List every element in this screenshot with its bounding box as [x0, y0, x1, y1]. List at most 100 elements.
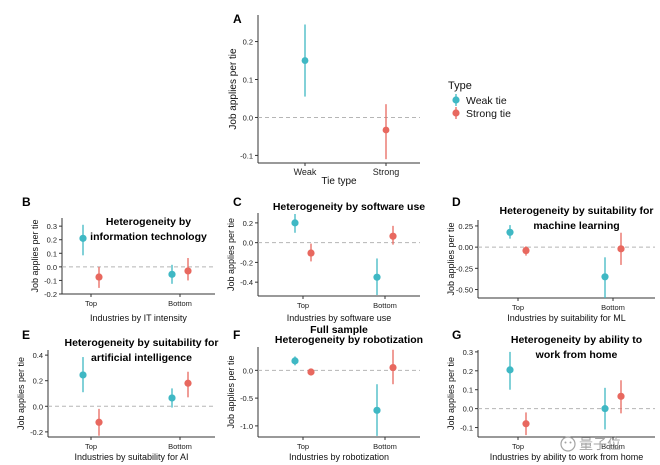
y-tick-label: 0.1	[463, 386, 473, 395]
y-tick-label: -0.25	[456, 264, 473, 273]
y-tick-label: 0.00	[458, 243, 473, 252]
panel-letter: E	[22, 328, 30, 342]
panel-title: work from home	[535, 349, 618, 361]
panel-letter: B	[22, 195, 31, 209]
y-tick-label: 0.25	[458, 222, 473, 231]
watermark-logo-icon	[560, 436, 576, 452]
x-tick-label: Top	[297, 301, 309, 310]
point-strong-tie	[522, 420, 530, 428]
x-axis-label: Industries by software use	[287, 313, 392, 323]
y-tick-label: -0.2	[240, 258, 253, 267]
y-axis-label: Job applies per tie	[16, 357, 26, 430]
panel-title: machine learning	[533, 220, 619, 232]
x-axis-label: Industries by IT intensity	[90, 313, 187, 323]
point-weak-tie	[168, 394, 176, 402]
x-tick-label: Strong	[373, 167, 400, 177]
y-tick-label: 0.2	[33, 377, 43, 386]
legend: Type Weak tie Strong tie	[448, 80, 511, 120]
panel-title: artificial intelligence	[91, 352, 192, 364]
point-strong-tie	[307, 249, 315, 257]
panel-title: Heterogeneity by	[106, 216, 191, 228]
x-tick-label: Top	[85, 299, 97, 308]
y-tick-label: 0.2	[463, 367, 473, 376]
y-tick-label: 0.0	[243, 113, 253, 122]
x-tick-label: Bottom	[168, 299, 192, 308]
panel-c: C Heterogeneity by software use 0.2 0.0 -0.2…	[226, 195, 425, 323]
point-strong-tie	[184, 267, 192, 275]
y-tick-label: -0.5	[240, 394, 253, 403]
panel-letter: F	[233, 328, 240, 342]
point-strong-tie	[382, 126, 390, 134]
x-axis-label: Industries by suitability for AI	[74, 452, 188, 462]
watermark-logo-eye-icon	[564, 441, 567, 444]
x-tick-label: Bottom	[168, 442, 192, 451]
point-strong-tie	[95, 273, 103, 281]
panel-d: D Heterogeneity by suitability for machine…	[446, 195, 655, 323]
point-weak-tie	[79, 371, 87, 379]
panel-b: B Heterogeneity by information technology 0…	[22, 195, 215, 323]
x-tick-label: Bottom	[373, 301, 397, 310]
y-tick-label: 0.2	[243, 38, 253, 47]
y-axis-label: Job applies per tie	[226, 218, 236, 291]
x-tick-label: Top	[85, 442, 97, 451]
y-tick-label: 0.3	[463, 348, 473, 357]
y-tick-label: 0.0	[463, 405, 473, 414]
x-tick-label: Top	[297, 442, 309, 451]
point-strong-tie	[522, 246, 530, 255]
point-strong-tie	[617, 392, 625, 400]
x-tick-label: Bottom	[601, 303, 625, 312]
panel-e: E Heterogeneity by suitability for artific…	[16, 328, 219, 462]
point-weak-tie	[373, 273, 381, 281]
legend-strong-marker	[452, 109, 460, 117]
legend-weak-label: Weak tie	[466, 95, 507, 107]
point-strong-tie	[389, 232, 397, 240]
panel-title: Heterogeneity by robotization	[275, 334, 423, 346]
point-weak-tie	[373, 406, 381, 414]
y-axis-label: Job applies per tie	[446, 222, 456, 295]
point-strong-tie	[307, 368, 315, 376]
panel-title: Heterogeneity by suitability for	[499, 205, 653, 217]
y-tick-label: -0.2	[30, 428, 43, 437]
y-tick-label: -0.50	[456, 286, 473, 295]
watermark-logo-eye-icon	[569, 441, 572, 444]
x-axis-label: Industries by robotization	[289, 452, 389, 462]
panel-g: G Heterogeneity by ability to work from ho…	[446, 328, 655, 462]
panel-title: Heterogeneity by suitability for	[64, 337, 218, 349]
point-weak-tie	[291, 219, 299, 227]
point-weak-tie	[301, 57, 309, 64]
panel-title: information technology	[90, 231, 207, 243]
y-tick-label: 0.0	[243, 239, 253, 248]
panel-letter: D	[452, 195, 461, 209]
point-strong-tie	[95, 418, 103, 426]
point-strong-tie	[184, 379, 192, 387]
y-axis-label: Job applies per tie	[228, 48, 239, 130]
panel-title: Heterogeneity by software use	[273, 201, 425, 213]
y-tick-label: 0.1	[47, 249, 57, 258]
y-tick-label: 0.0	[33, 402, 43, 411]
y-tick-label: -0.2	[44, 290, 57, 299]
panel-f: F Heterogeneity by robotization 0.0 -0.5 -1.…	[226, 328, 423, 462]
x-axis-label: Industries by ability to work from home	[490, 452, 644, 462]
y-tick-label: -1.0	[240, 422, 253, 431]
panel-letter: C	[233, 195, 242, 209]
point-weak-tie	[291, 357, 299, 365]
watermark-text: 量子位	[579, 437, 621, 453]
x-tick-label: Bottom	[373, 442, 397, 451]
y-tick-label: -0.4	[240, 278, 253, 287]
panel-letter: G	[452, 328, 461, 342]
x-tick-label: Top	[512, 303, 524, 312]
y-tick-label: 0.4	[33, 351, 43, 360]
legend-weak-marker	[452, 96, 460, 104]
legend-strong-label: Strong tie	[466, 108, 511, 120]
x-tick-label: Bottom	[601, 442, 625, 451]
y-axis-label: Job applies per tie	[446, 357, 456, 430]
point-weak-tie	[506, 228, 514, 236]
y-tick-label: -0.1	[44, 276, 57, 285]
x-tick-label: Top	[512, 442, 524, 451]
point-weak-tie	[79, 234, 87, 242]
panel-title: Full sample	[310, 324, 368, 336]
point-weak-tie	[506, 366, 514, 374]
x-axis-label: Tie type	[321, 176, 357, 187]
y-tick-label: 0.0	[47, 263, 57, 272]
